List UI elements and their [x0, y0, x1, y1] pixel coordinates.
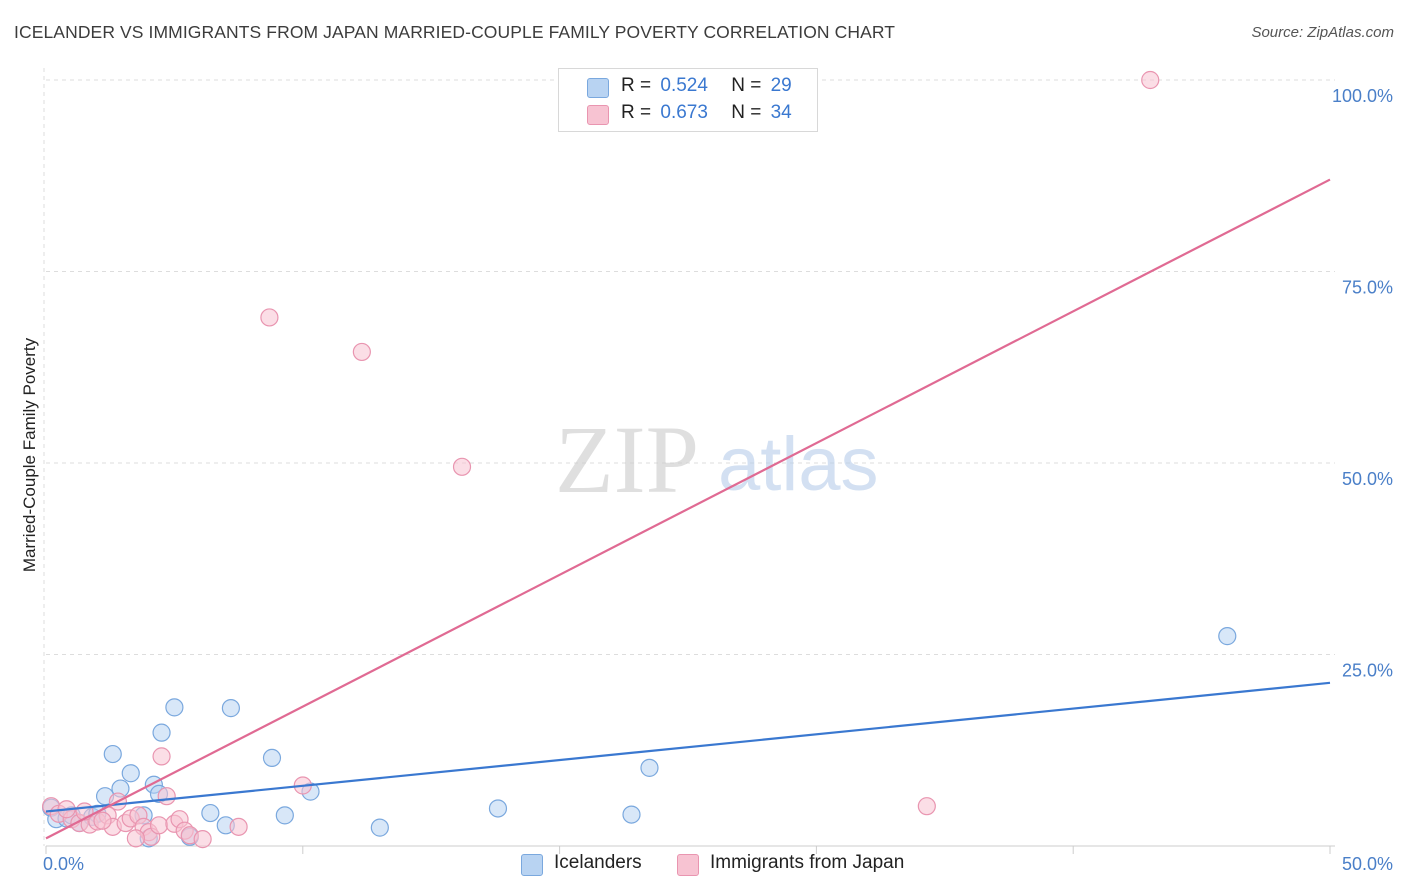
legend-n-label: N =: [731, 102, 762, 123]
icelanders-point: [370, 818, 389, 837]
y-tick-label: 25.0%: [1342, 661, 1393, 681]
legend-r-value: 0.524: [660, 75, 708, 96]
icelanders-point: [165, 698, 184, 717]
japan-point: [149, 816, 169, 835]
legend-n-value: 34: [770, 102, 792, 123]
icelanders-point: [275, 806, 294, 825]
japan-point: [452, 457, 472, 476]
y-tick-labels: 25.0% 50.0% 75.0% 100.0%: [1332, 86, 1393, 681]
y-axis-label: Married-Couple Family Poverty: [20, 337, 39, 572]
icelanders-points: [42, 627, 1237, 848]
japan-point: [917, 797, 936, 816]
legend-swatch-blue: [587, 78, 609, 98]
japan-point: [1141, 70, 1160, 90]
y-tick-label: 100.0%: [1332, 86, 1393, 106]
japan-points: [42, 70, 1160, 849]
legend-r-label: R =: [621, 75, 652, 96]
bottom-legend-label: Icelanders: [554, 852, 642, 873]
japan-point: [157, 787, 176, 806]
icelanders-point: [201, 803, 220, 823]
japan-point: [352, 342, 371, 362]
japan-point: [126, 829, 145, 848]
japan-point: [93, 811, 112, 830]
legend-n-label: N =: [731, 75, 762, 96]
icelanders-point: [121, 764, 140, 783]
japan-trend-line: [45, 178, 1331, 840]
chart-title: ICELANDER VS IMMIGRANTS FROM JAPAN MARRI…: [14, 22, 896, 42]
x-tick-label-min: 0.0%: [43, 854, 84, 874]
x-tick-label-max: 50.0%: [1342, 854, 1393, 874]
watermark-zip: ZIP: [555, 406, 699, 513]
icelanders-point: [1218, 627, 1237, 646]
japan-point: [193, 830, 212, 849]
japan-point: [260, 308, 279, 327]
icelanders-point: [262, 748, 282, 768]
bottom-legend: Icelanders Immigrants from Japan: [0, 851, 1406, 879]
bottom-legend-swatch-blue: [521, 854, 543, 876]
icelanders-point: [488, 799, 508, 818]
japan-point: [229, 817, 248, 836]
legend-r-label: R =: [621, 102, 652, 123]
legend-swatch-pink: [587, 105, 609, 125]
legend: R = 0.524 N = 29 R = 0.673 N = 34: [558, 68, 818, 132]
icelanders-trend-line: [45, 681, 1331, 813]
bottom-legend-swatch-pink: [677, 854, 699, 876]
grid-lines: [43, 68, 1335, 854]
icelanders-point: [152, 723, 171, 742]
y-tick-label: 75.0%: [1342, 278, 1393, 298]
icelanders-point: [221, 699, 240, 718]
icelanders-point: [640, 758, 659, 777]
legend-n-value: 29: [770, 75, 792, 96]
icelanders-point: [103, 744, 122, 764]
legend-r-value: 0.673: [660, 102, 708, 123]
bottom-legend-label: Immigrants from Japan: [710, 852, 905, 873]
y-tick-label: 50.0%: [1342, 469, 1393, 489]
watermark-atlas: atlas: [718, 422, 879, 507]
source-label: Source: ZipAtlas.com: [1251, 24, 1394, 41]
japan-point: [152, 747, 171, 766]
icelanders-point: [622, 805, 641, 824]
